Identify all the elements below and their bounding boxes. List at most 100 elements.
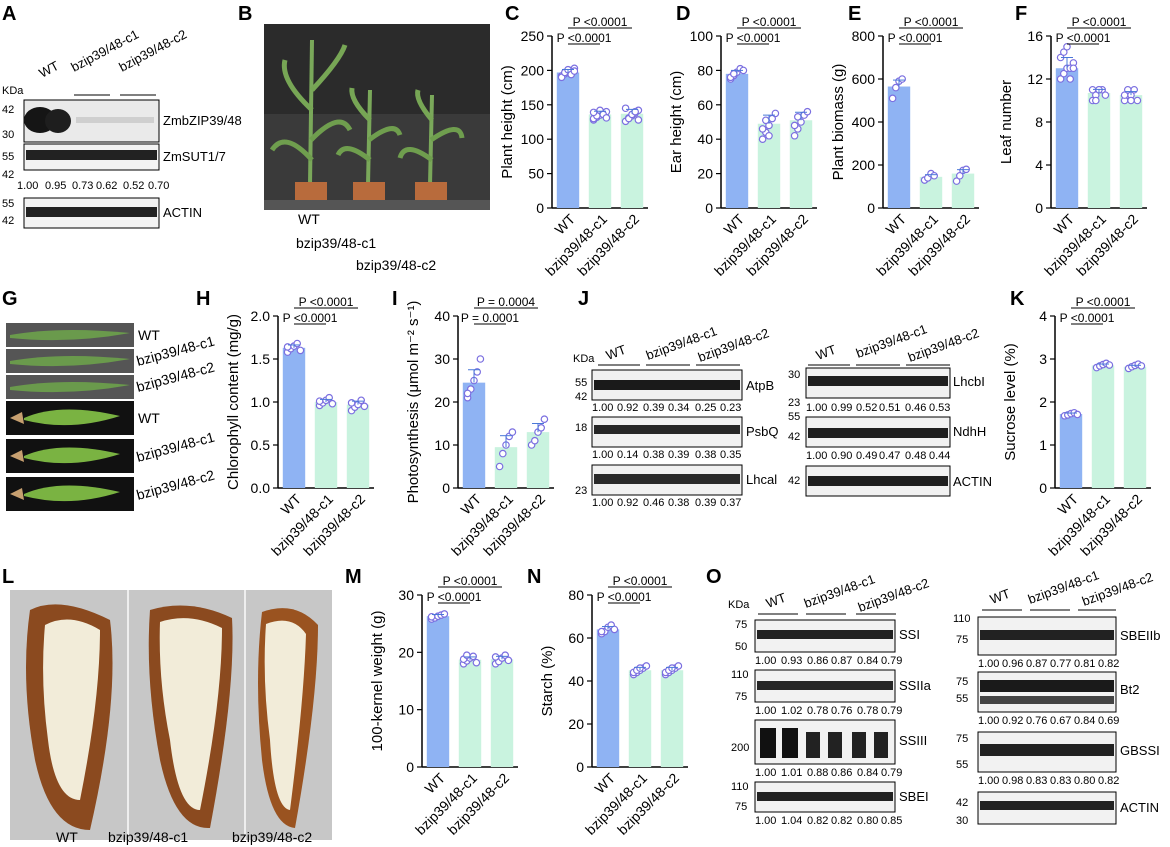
chart-h: 0.0 0.5 1.0 1.5 2.0 Chlorophyll content (mg/g… [225,295,374,559]
marker-label: 42 [956,797,968,809]
ratio-label: 0.79 [881,705,902,717]
data-point [1092,96,1100,105]
bar [588,114,612,208]
protein-label: LhcbI [953,374,985,389]
marker-label: 75 [735,691,747,703]
data-point [589,108,598,117]
marker-label: 30 [2,129,14,141]
ratio-label: 0.82 [1098,775,1119,787]
kernel-label-c1: bzip39/48-c1 [108,829,188,845]
protein-label: SSI [899,627,920,642]
data-point [790,131,799,140]
data-point [1127,96,1135,105]
y-axis-label: Plant height (cm) [499,65,516,178]
bar [1091,365,1115,488]
data-point [952,177,961,185]
y-tick-label: 10 [434,437,450,453]
data-point [1137,362,1146,370]
kernel-photo-panel-l: WT WT bzip39/48-c1 bzip39/48-c2 [10,590,332,845]
data-point [328,399,337,408]
y-tick-label: 20 [697,166,713,182]
p-value-label: P <0.0001 [443,574,498,588]
data-point [891,83,900,92]
ratio-label: 0.79 [881,655,902,667]
data-point [325,393,334,402]
y-tick-label: 800 [852,28,876,44]
ratio-row: 1.00 1.02 0.78 0.76 0.78 0.79 [755,705,902,717]
protein-label: ZmSUT1/7 [163,149,226,164]
data-point [1060,69,1068,78]
data-point [495,462,504,471]
y-tick-label: 0 [705,200,713,216]
y-tick-label: 8 [1035,114,1043,130]
y-tick-label: 10 [398,702,414,718]
panel-labels: A B C D E F G H I J K L M N O [2,3,1027,588]
y-tick-label: 40 [697,131,713,147]
ratio-label: 0.92 [617,402,638,414]
data-point [293,339,302,348]
y-tick-label: 40 [434,308,450,324]
y-tick-label: 200 [852,157,876,173]
ratio-label: 0.78 [857,705,878,717]
x-tick-label: WT [1050,210,1077,237]
data-point [771,109,780,118]
y-tick-label: 600 [852,71,876,87]
ratio-label: 0.49 [856,450,877,462]
data-point [540,415,549,424]
ratio-label: 0.95 [45,180,66,192]
lane-label: WT [988,586,1012,607]
plant-label-c2: bzip39/48-c2 [356,257,436,273]
data-point [570,67,579,75]
protein-label: SBEIIb [1120,628,1160,643]
ratio-label: 0.67 [1050,715,1071,727]
blot-panel-o: KDa WT bzip39/48-c1 bzip39/48-c2 75 50 S… [728,567,1160,827]
ratio-label: 0.88 [807,767,828,779]
protein-label: GBSSI [1120,743,1160,758]
x-tick-label: WT [1054,490,1081,517]
data-point [642,662,651,670]
bar [346,404,370,488]
panel-label-n: N [527,566,541,588]
ratio-label: 0.83 [1050,775,1071,787]
ratio-label: 1.00 [806,402,827,414]
x-tick-label: WT [421,769,448,796]
data-point [357,396,366,405]
marker-label: 23 [575,485,587,497]
ratio-label: 1.04 [781,815,802,827]
ratio-label: 1.00 [978,715,999,727]
y-tick-label: 30 [434,351,450,367]
ratio-row: 1.00 0.14 0.38 0.39 0.38 0.35 [592,449,741,461]
marker-label: 75 [956,733,968,745]
panel-label-i: I [392,288,398,310]
y-tick-label: 0 [867,200,875,216]
x-tick-label: WT [457,490,484,517]
ratio-label: 0.87 [831,655,852,667]
ratio-label: 0.51 [879,402,900,414]
data-point [1056,75,1065,83]
panel-label-c: C [505,3,519,25]
ratio-label: 1.00 [755,767,776,779]
ratio-label: 0.78 [807,705,828,717]
marker-label: 50 [735,641,747,653]
bar [620,113,644,208]
bar [282,347,306,488]
ratio-row: 1.00 0.93 0.86 0.87 0.84 0.79 [755,655,902,667]
data-point [498,449,507,458]
y-tick-label: 3 [1039,351,1047,367]
marker-label: 55 [956,693,968,705]
bar [725,73,749,208]
ratio-row: 1.00 0.96 0.87 0.77 0.81 0.82 [978,658,1119,670]
blot-strip [754,719,896,765]
ratio-label: 0.84 [857,655,878,667]
data-point [790,121,799,130]
ratio-label: 1.02 [781,705,802,717]
ratio-label: 1.00 [978,658,999,670]
lane-label: WT [764,590,788,611]
marker-label: 55 [575,377,587,389]
leaf-photo-panel-g: WT bzip39/48-c1 bzip39/48-c2 WT bzip39/4… [6,323,216,511]
ratio-label: 0.62 [96,180,117,192]
panel-label-k: K [1010,288,1025,310]
protein-label: NdhH [953,424,986,439]
